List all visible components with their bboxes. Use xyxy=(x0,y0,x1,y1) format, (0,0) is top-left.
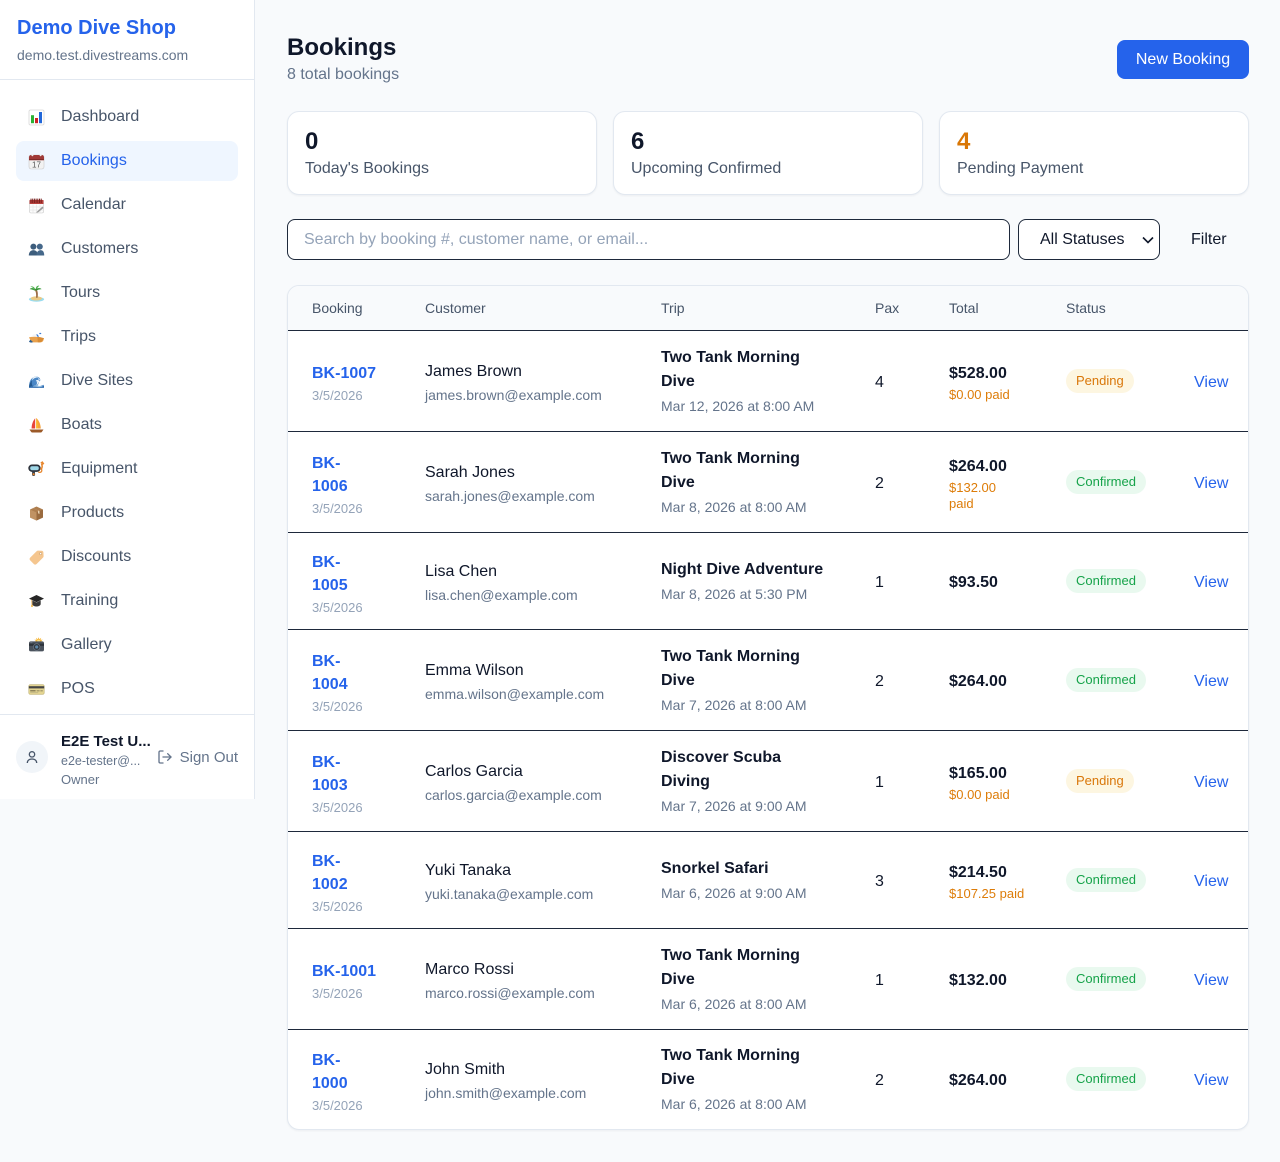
svg-text:17: 17 xyxy=(32,160,41,169)
